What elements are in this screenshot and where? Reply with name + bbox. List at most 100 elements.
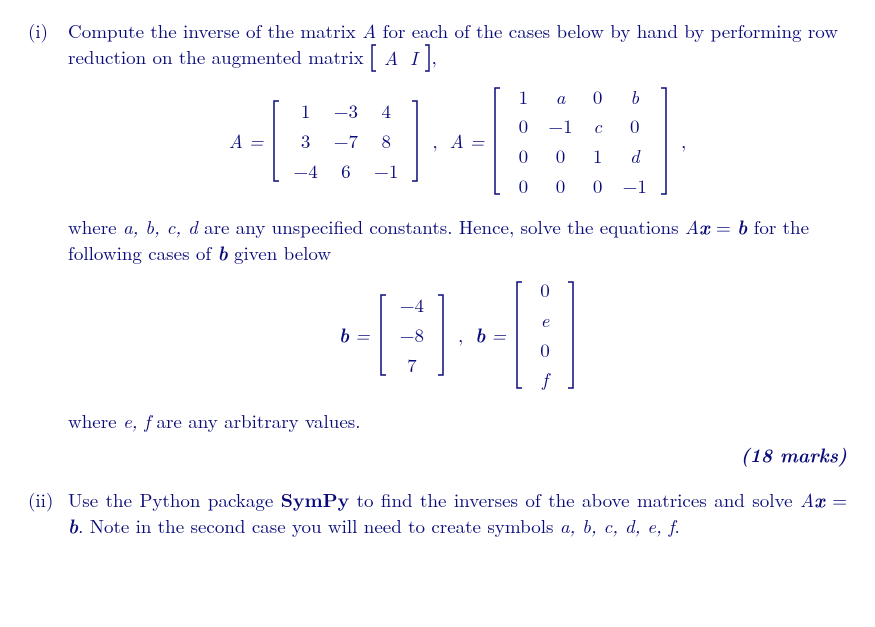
aug-A: A [378, 45, 404, 71]
cell: 7 [392, 350, 432, 380]
equals-sign: = [355, 322, 370, 348]
part-i-marker: (i) [28, 18, 58, 481]
text: , [431, 43, 436, 70]
var-b: b [218, 238, 228, 266]
cell: 0 [540, 171, 580, 201]
matrix-row-A: A = 1−34 3−78 −46−1 , A = 1a0b 0−1c0 001 [68, 82, 847, 201]
cell: 0 [581, 82, 615, 112]
cell: −4 [392, 290, 432, 320]
vars-abcd: a, b, c, d [123, 213, 198, 240]
cell: −1 [615, 171, 655, 201]
cell: 4 [366, 96, 406, 126]
cell: 0 [615, 111, 655, 141]
matrix-A1-cells: 1−34 3−78 −46−1 [285, 96, 406, 185]
left-bracket-icon [514, 280, 524, 390]
part-i-para-3: where e, f are any arbitrary values. [68, 408, 847, 434]
cell: 1 [506, 82, 540, 112]
eq-b: b [737, 212, 747, 240]
cell: 6 [326, 156, 366, 186]
vars-abcdef: a, b, c, d, e, f [560, 512, 675, 539]
text: are any unspecified constants. Hence, so… [198, 213, 685, 240]
aug-I: I [404, 45, 423, 71]
cell: 3 [285, 126, 325, 156]
cell: a [540, 82, 580, 112]
text: are any arbitrary values. [150, 407, 360, 434]
cell: −1 [540, 111, 580, 141]
augmented-matrix-inline: A I [370, 44, 431, 72]
right-bracket-icon [436, 293, 446, 377]
part-ii-body: Use the Python package SymPy to find the… [68, 487, 847, 544]
matrix-A1-label: A [229, 128, 243, 154]
cell: 0 [528, 275, 562, 305]
eq-b: b [68, 511, 78, 539]
cell: c [581, 111, 615, 141]
cell: 8 [366, 126, 406, 156]
right-bracket-icon [566, 280, 576, 390]
vars-ef: e, f [123, 407, 150, 434]
problem-part-i: (i) Compute the inverse of the matrix A … [28, 18, 847, 481]
cell: 1 [581, 141, 615, 171]
cell: 1 [285, 96, 325, 126]
vector-b1-cells: −4 −8 7 [392, 290, 432, 379]
eq-A: A [685, 213, 699, 240]
text: where [68, 407, 123, 434]
vector-b2-label: b [475, 322, 485, 348]
text: to find the inverses of the above matric… [349, 486, 800, 513]
text: where [68, 213, 123, 240]
cell: d [615, 141, 655, 171]
vector-b2: b = 0 e 0 f [475, 275, 576, 394]
equals-sign: = [249, 128, 264, 154]
equals-sign: = [470, 128, 485, 154]
marks-label: (18 marks) [68, 442, 847, 468]
eq-eq: = [825, 486, 847, 513]
left-bracket-icon [378, 293, 388, 377]
comma: , [432, 128, 437, 154]
cell: f [528, 364, 562, 394]
cell: −8 [392, 320, 432, 350]
cell: 0 [540, 141, 580, 171]
cell: −1 [366, 156, 406, 186]
text: . [674, 512, 679, 539]
var-A: A [362, 17, 376, 44]
comma: , [681, 128, 686, 154]
cell: −3 [326, 96, 366, 126]
cell: −4 [285, 156, 325, 186]
matrix-A2-cells: 1a0b 0−1c0 001d 000−1 [506, 82, 655, 201]
pkg-sympy: SymPy [281, 485, 349, 513]
problem-part-ii: (ii) Use the Python package SymPy to fin… [28, 487, 847, 544]
matrix-A2-label: A [450, 128, 464, 154]
cell: 0 [506, 111, 540, 141]
text: Use the Python package [68, 486, 281, 513]
cell: 0 [581, 171, 615, 201]
cell: e [528, 305, 562, 335]
cell: b [615, 82, 655, 112]
cell: 0 [528, 335, 562, 365]
vector-b1-label: b [339, 322, 349, 348]
left-bracket-icon [492, 86, 502, 196]
comma: , [458, 322, 463, 348]
eq-eq: = [710, 213, 737, 240]
text: . Note in the second case you will need … [78, 512, 560, 539]
part-i-para-1: Compute the inverse of the matrix A for … [68, 18, 847, 72]
vector-b2-cells: 0 e 0 f [528, 275, 562, 394]
eq-x: x [699, 212, 710, 240]
matrix-A2: A = 1a0b 0−1c0 001d 000−1 [450, 82, 669, 201]
part-i-para-2: where a, b, c, d are any unspecified con… [68, 214, 847, 265]
cell: 0 [506, 171, 540, 201]
right-bracket-icon [410, 99, 420, 183]
part-i-body: Compute the inverse of the matrix A for … [68, 18, 847, 481]
eq-x: x [814, 485, 825, 513]
part-ii-marker: (ii) [28, 487, 58, 544]
cell: 0 [506, 141, 540, 171]
vector-row-b: b = −4 −8 7 , b = 0 e 0 f [68, 275, 847, 394]
text: Compute the inverse of the matrix [68, 17, 362, 44]
cell: −7 [326, 126, 366, 156]
equals-sign: = [491, 322, 506, 348]
left-bracket-icon [271, 99, 281, 183]
eq-A: A [800, 486, 814, 513]
vector-b1: b = −4 −8 7 [339, 290, 446, 379]
text: given below [228, 239, 331, 266]
right-bracket-icon [659, 86, 669, 196]
part-ii-para-1: Use the Python package SymPy to find the… [68, 487, 847, 538]
matrix-A1: A = 1−34 3−78 −46−1 [229, 96, 421, 185]
